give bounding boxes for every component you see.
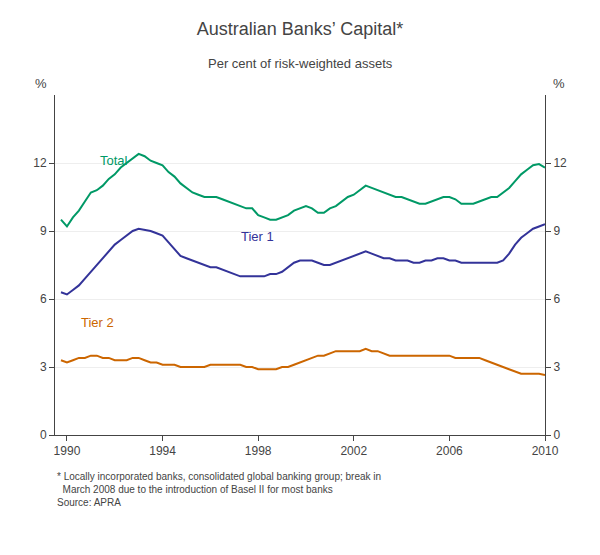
svg-text:Tier 2: Tier 2 [81, 315, 114, 330]
svg-text:Australian Banks’ Capital*: Australian Banks’ Capital* [197, 19, 403, 39]
svg-text:%: % [553, 76, 565, 91]
svg-text:1994: 1994 [149, 444, 176, 458]
svg-text:Per cent of risk-weighted asse: Per cent of risk-weighted assets [208, 56, 393, 71]
svg-text:1990: 1990 [54, 444, 81, 458]
svg-text:9: 9 [40, 224, 47, 238]
svg-text:* Locally incorporated banks,: * Locally incorporated banks, consolidat… [57, 471, 381, 508]
svg-text:Total: Total [100, 153, 128, 168]
svg-text:3: 3 [553, 360, 560, 374]
svg-text:1998: 1998 [245, 444, 272, 458]
svg-text:6: 6 [553, 292, 560, 306]
svg-text:0: 0 [553, 428, 560, 442]
svg-text:12: 12 [33, 156, 47, 170]
svg-text:Tier 1: Tier 1 [241, 229, 274, 244]
svg-text:12: 12 [553, 156, 567, 170]
svg-text:0: 0 [40, 428, 47, 442]
svg-text:9: 9 [553, 224, 560, 238]
svg-text:2002: 2002 [340, 444, 367, 458]
svg-text:%: % [35, 76, 47, 91]
svg-text:6: 6 [40, 292, 47, 306]
svg-text:2006: 2006 [436, 444, 463, 458]
svg-text:2010: 2010 [532, 444, 559, 458]
svg-text:3: 3 [40, 360, 47, 374]
